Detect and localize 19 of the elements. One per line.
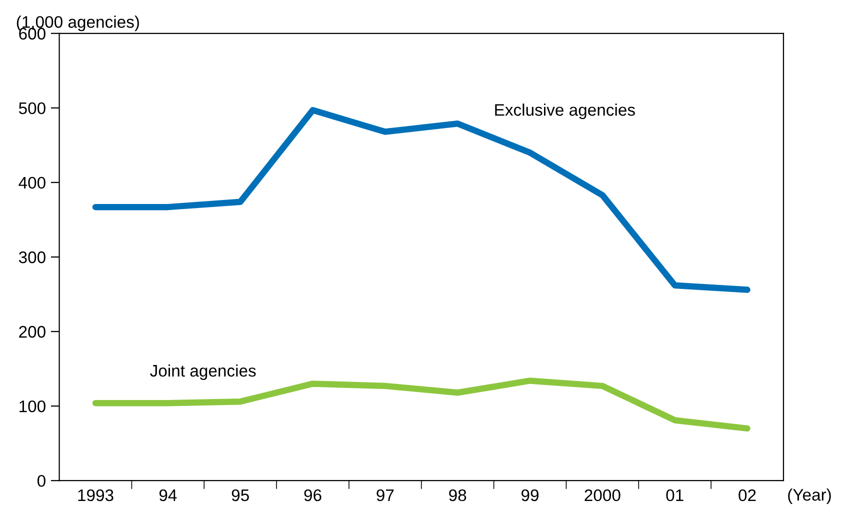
- y-tick-label: 500: [18, 102, 46, 114]
- x-tick-label: 95: [232, 489, 249, 502]
- series-label: Joint agencies: [150, 364, 256, 380]
- x-tick-label: 01: [666, 489, 684, 502]
- x-tick-label: 96: [304, 489, 322, 502]
- x-tick-label: 94: [159, 489, 177, 502]
- y-tick-label: 100: [20, 400, 46, 412]
- x-tick-label: 99: [522, 489, 538, 502]
- y-tick-label: 200: [19, 326, 46, 338]
- y-tick-label: 300: [18, 251, 46, 264]
- y-tick-label: 400: [18, 176, 46, 189]
- x-tick-label: 97: [376, 489, 394, 502]
- x-tick-label: 02: [738, 489, 756, 502]
- x-tick-label: 1993: [78, 489, 114, 502]
- x-axis-title: (Year): [788, 488, 831, 504]
- x-tick-label: 98: [449, 489, 466, 502]
- series-label: Exclusive agencies: [495, 104, 635, 120]
- y-tick-label: 0: [37, 474, 46, 487]
- x-tick-label: 2000: [584, 489, 620, 502]
